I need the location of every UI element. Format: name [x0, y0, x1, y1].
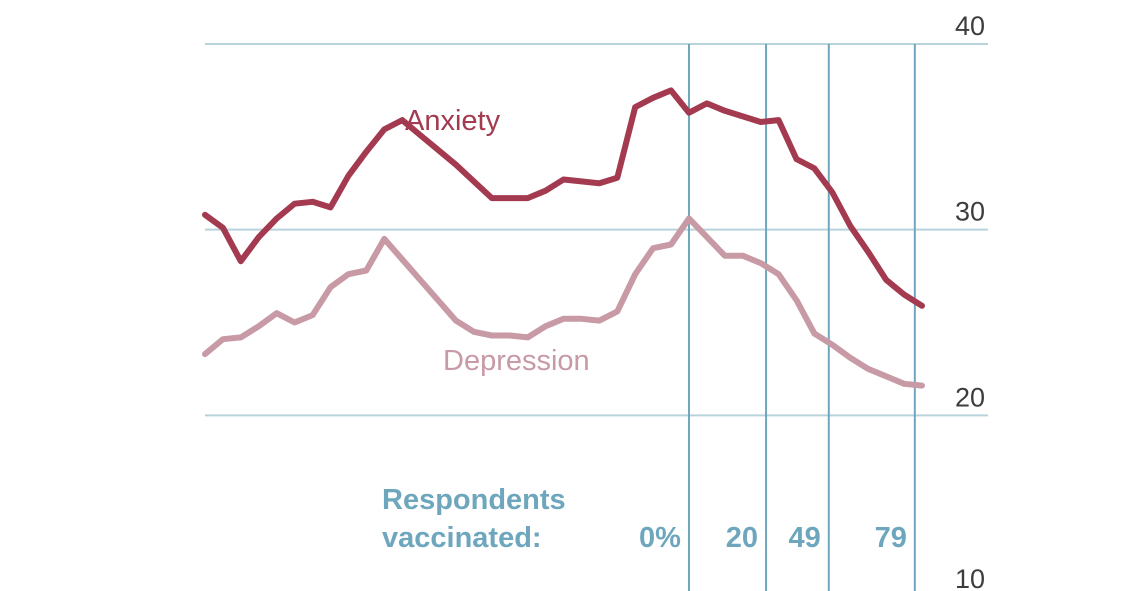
y-tick-label-20: 20 — [955, 382, 985, 412]
y-tick-label-40: 40 — [955, 11, 985, 41]
vaccination-marker-labels: 0% 20 49 79 — [639, 522, 907, 554]
vaccination-title-line2: vaccinated: — [382, 522, 542, 554]
series-label-anxiety: Anxiety — [405, 105, 501, 137]
vaccination-markers — [687, 44, 916, 591]
vaccination-marker-label-3: 79 — [875, 522, 907, 554]
series-lines — [202, 87, 925, 389]
series-line-depression — [202, 215, 925, 389]
y-tick-label-10: 10 — [955, 564, 985, 591]
gridlines — [205, 43, 988, 417]
series-label-depression: Depression — [443, 345, 590, 377]
y-tick-label-30: 30 — [955, 197, 985, 227]
vaccination-title-line1: Respondents — [382, 484, 566, 516]
vaccination-marker-label-1: 20 — [726, 522, 758, 554]
y-axis-ticks: 40 30 20 10 — [955, 11, 985, 591]
vaccination-marker-label-2: 49 — [789, 522, 821, 554]
series-line-anxiety — [202, 87, 925, 309]
vaccination-marker-label-0: 0% — [639, 522, 681, 554]
